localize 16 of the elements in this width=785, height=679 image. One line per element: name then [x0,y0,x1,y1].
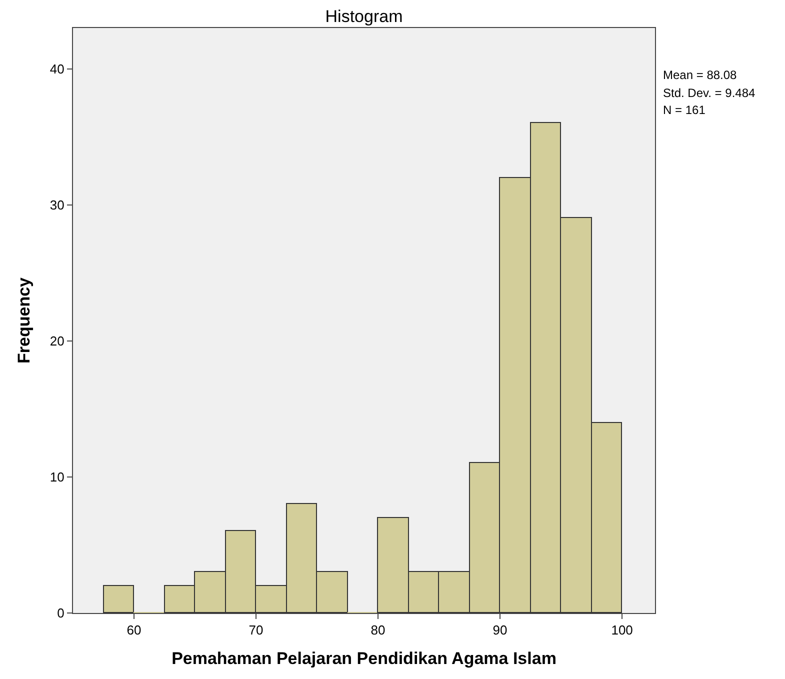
text: N = 161 [663,103,706,117]
x-axis-title: Pemahaman Pelajaran Pendidikan Agama Islam [172,649,556,668]
text: Std. Dev. = 9.484 [663,86,756,100]
text: Mean = 88.08 [663,68,738,82]
y-tick-label: 0 [57,606,64,621]
y-tick-label: 20 [50,333,64,348]
y-tick-label: 30 [50,197,64,212]
x-tick-label: 60 [126,622,142,638]
x-tick-label: 100 [611,622,633,638]
y-tick-label: 10 [50,470,64,484]
y-tick-label: 40 [50,61,64,76]
x-tick-label: 90 [492,622,508,638]
y-axis-title: Frequency [14,276,34,364]
x-tick-label: 70 [248,622,264,638]
chart-title: Histogram [325,7,403,26]
x-tick-label: 80 [370,622,386,638]
